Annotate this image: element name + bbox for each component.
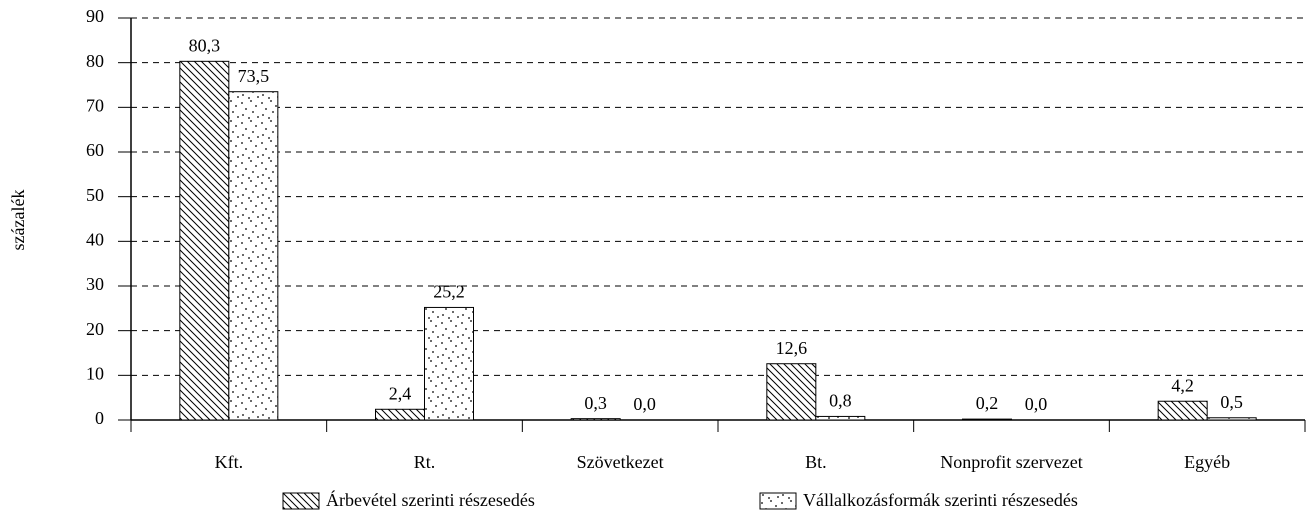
y-tick-label: 20 [86,319,104,339]
value-label: 0,2 [976,393,999,413]
y-tick-label: 80 [86,51,104,71]
value-label: 0,8 [829,391,852,411]
value-label: 0,5 [1220,392,1243,412]
y-tick-label: 50 [86,185,104,205]
value-label: 0,0 [633,394,656,414]
value-label: 0,0 [1025,394,1048,414]
y-tick-label: 0 [95,408,104,428]
value-label: 73,5 [238,66,270,86]
bar [815,415,866,421]
bar [375,408,425,421]
value-label: 80,3 [189,35,221,55]
bar [424,306,474,421]
legend-label: Árbevétel szerinti részesedés [326,489,535,510]
bar [1206,417,1257,421]
legend-label: Vállalkozásformák szerinti részesedés [803,490,1078,510]
x-tick-label: Bt. [805,452,827,472]
y-tick-label: 90 [86,6,104,26]
legend-swatch [282,492,320,510]
value-label: 25,2 [433,282,465,302]
y-tick-label: 30 [86,274,104,294]
y-tick-label: 10 [86,363,104,383]
bar [962,418,1012,421]
bar [570,418,621,421]
y-tick-label: 60 [86,140,104,160]
x-tick-label: Nonprofit szervezet [940,452,1082,472]
x-tick-label: Kft. [215,452,244,472]
bar [766,363,817,421]
value-label: 4,2 [1171,375,1194,395]
bar [1157,400,1208,421]
x-tick-label: Egyéb [1184,452,1230,472]
bar [228,91,279,421]
value-label: 2,4 [389,383,412,403]
y-tick-label: 70 [86,95,104,115]
legend-swatch [759,492,797,510]
value-label: 0,3 [584,393,607,413]
bar [179,60,230,421]
value-label: 12,6 [776,338,808,358]
x-tick-label: Szövetkezet [577,452,664,472]
y-axis-label: százalék [8,190,28,251]
y-tick-label: 40 [86,229,104,249]
x-tick-label: Rt. [414,452,436,472]
